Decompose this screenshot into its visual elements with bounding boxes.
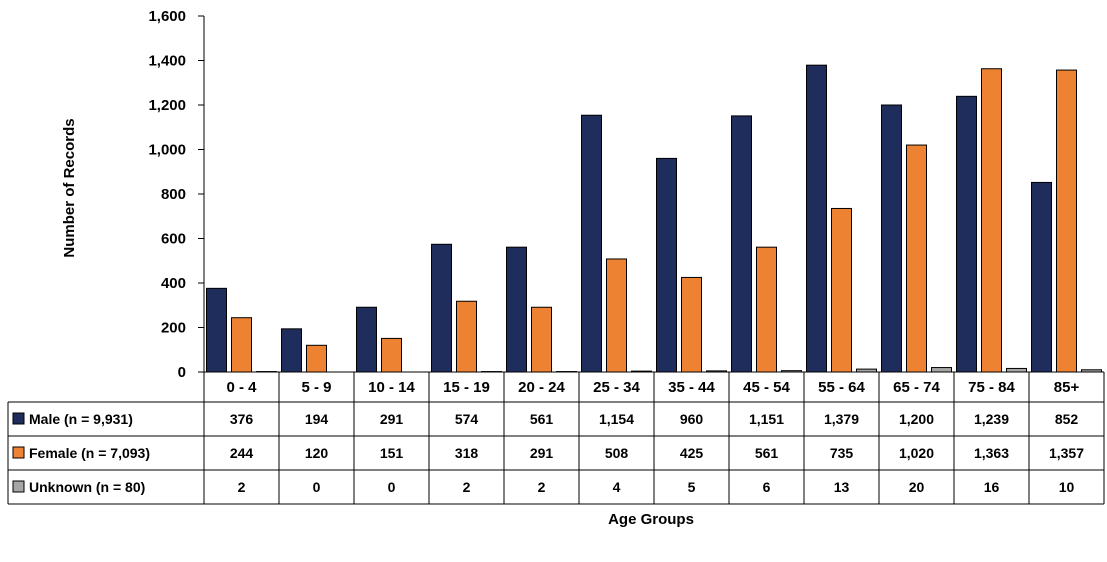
bar-female xyxy=(1056,69,1077,373)
x-tick-label: 35 - 44 xyxy=(668,379,715,396)
y-tick-label: 1,000 xyxy=(148,142,186,159)
bar-male xyxy=(656,157,677,373)
table-cell-value: 561 xyxy=(755,445,779,461)
legend-key xyxy=(12,412,25,425)
y-tick-label: 1,400 xyxy=(148,53,186,70)
table-cell-value: 6 xyxy=(763,479,771,495)
x-tick-label: 20 - 24 xyxy=(518,379,565,396)
bar-male xyxy=(431,243,452,373)
table-cell-value: 376 xyxy=(230,411,254,427)
y-tick-label: 1,200 xyxy=(148,97,186,114)
table-cell-value: 13 xyxy=(834,479,850,495)
legend-label: Male (n = 9,931) xyxy=(29,411,133,427)
table-cell-value: 735 xyxy=(830,445,854,461)
table-cell-value: 5 xyxy=(688,479,696,495)
x-tick-label: 5 - 9 xyxy=(301,379,331,396)
table-cell-value: 120 xyxy=(305,445,329,461)
bar-male xyxy=(206,287,227,373)
table-cell-value: 2 xyxy=(238,479,246,495)
y-tick-label: 800 xyxy=(161,186,186,203)
bar-male xyxy=(356,306,377,373)
table-cell-value: 561 xyxy=(530,411,554,427)
bars xyxy=(206,64,1102,373)
table-cell-value: 1,239 xyxy=(974,411,1009,427)
table-cell-value: 2 xyxy=(463,479,471,495)
table-cell-value: 1,363 xyxy=(974,445,1009,461)
table-cell-value: 16 xyxy=(984,479,1000,495)
table-cell-value: 291 xyxy=(530,445,554,461)
legend-label: Female (n = 7,093) xyxy=(29,445,150,461)
bar-female xyxy=(306,344,327,373)
x-tick-label: 65 - 74 xyxy=(893,379,940,396)
table-cell-value: 244 xyxy=(230,445,254,461)
legend-key xyxy=(12,446,25,459)
x-tick-label: 85+ xyxy=(1054,379,1080,396)
legend-label: Unknown (n = 80) xyxy=(29,479,145,495)
table-cell-value: 508 xyxy=(605,445,629,461)
bar-male xyxy=(506,246,527,373)
table-cell-value: 0 xyxy=(388,479,396,495)
table-cell-value: 1,151 xyxy=(749,411,784,427)
y-tick-label: 1,600 xyxy=(148,8,186,25)
table-cell-value: 151 xyxy=(380,445,404,461)
bar-female xyxy=(831,207,852,373)
bar-male xyxy=(281,328,302,373)
bar-female xyxy=(531,306,552,373)
bar-female xyxy=(231,317,252,373)
y-axis-title: Number of Records xyxy=(61,118,78,257)
table-cell-value: 194 xyxy=(305,411,329,427)
bar-unknown xyxy=(931,367,952,373)
bar-male xyxy=(1031,181,1052,373)
table-cell-value: 960 xyxy=(680,411,704,427)
bar-female xyxy=(981,68,1002,373)
bar-male xyxy=(881,104,902,373)
x-tick-label: 15 - 19 xyxy=(443,379,490,396)
x-tick-label: 25 - 34 xyxy=(593,379,640,396)
bar-female xyxy=(606,258,627,373)
data-table: 0 - 4 5 - 9 10 - 14 15 - 19 20 - 24 25 - 34 35… xyxy=(7,371,1105,505)
x-axis-title: Age Groups xyxy=(608,511,694,528)
table-cell-value: 574 xyxy=(455,411,479,427)
table-cell-value: 425 xyxy=(680,445,704,461)
y-tick-label: 200 xyxy=(161,320,186,337)
table-cell-value: 1,154 xyxy=(599,411,634,427)
table-cell-value: 2 xyxy=(538,479,546,495)
table-cell-value: 1,357 xyxy=(1049,445,1084,461)
y-tick-label: 600 xyxy=(161,231,186,248)
bar-female xyxy=(381,337,402,373)
x-tick-label: 10 - 14 xyxy=(368,379,415,396)
y-axis: 0 200 400 600 800 1,000 1,200 1,400 1,600 xyxy=(148,8,205,381)
bar-male xyxy=(956,95,977,373)
bar-male xyxy=(806,64,827,373)
table-cell-value: 291 xyxy=(380,411,404,427)
bar-female xyxy=(906,144,927,373)
x-tick-label: 0 - 4 xyxy=(226,379,257,396)
table-cell-value: 852 xyxy=(1055,411,1079,427)
x-tick-label: 55 - 64 xyxy=(818,379,865,396)
table-cell-value: 1,379 xyxy=(824,411,859,427)
bar-female xyxy=(756,246,777,373)
table-cell-value: 0 xyxy=(313,479,321,495)
table-cell-value: 20 xyxy=(909,479,925,495)
table-cell-value: 1,020 xyxy=(899,445,934,461)
table-cell-value: 4 xyxy=(613,479,621,495)
table-cell-value: 318 xyxy=(455,445,479,461)
x-tick-label: 75 - 84 xyxy=(968,379,1015,396)
bar-female xyxy=(456,300,477,373)
legend-key xyxy=(12,480,25,493)
y-tick-label: 400 xyxy=(161,275,186,292)
bar-female xyxy=(681,276,702,373)
bar-male xyxy=(581,114,602,373)
table-cell-value: 1,200 xyxy=(899,411,934,427)
bar-male xyxy=(731,115,752,373)
bar-unknown xyxy=(1006,367,1027,373)
y-tick-label: 0 xyxy=(178,364,186,381)
table-cell-value: 10 xyxy=(1059,479,1075,495)
x-tick-label: 45 - 54 xyxy=(743,379,790,396)
